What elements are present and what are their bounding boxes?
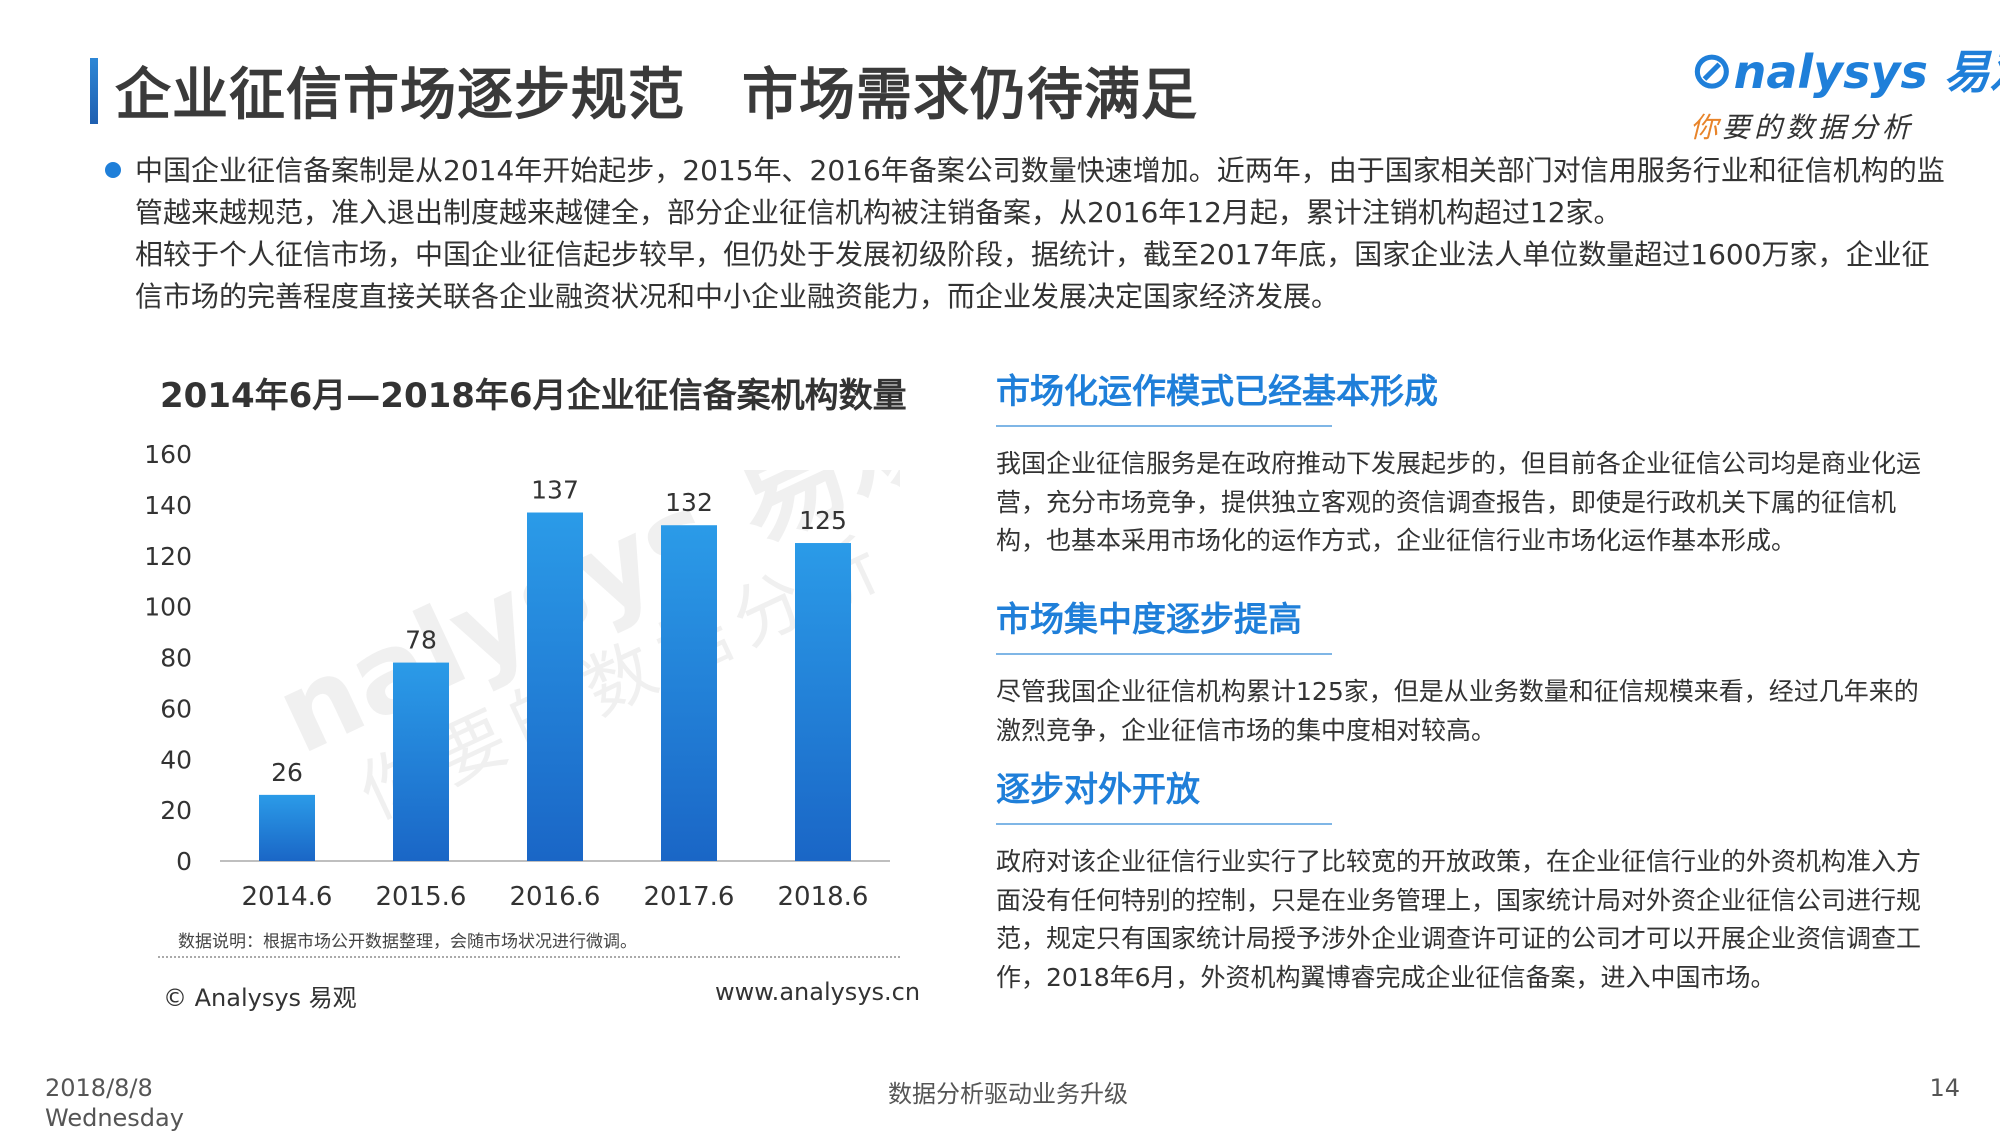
- bar-2014.6: [259, 794, 315, 861]
- y-tick-label: 140: [144, 491, 192, 520]
- section-body: 政府对该企业征信行业实行了比较宽的开放政策，在企业征信行业的外资机构准入方面没有…: [996, 847, 1922, 992]
- page-title: 企业征信市场逐步规范 市场需求仍待满足: [115, 63, 1198, 128]
- data-label: 132: [665, 488, 713, 517]
- section-body: 我国企业征信服务是在政府推动下发展起步的，但目前各企业征信公司均是商业化运营，充…: [996, 449, 1922, 555]
- section-heading: 逐步对外开放: [996, 762, 1332, 825]
- y-tick-label: 60: [160, 694, 192, 723]
- intro-paragraph-1: 中国企业征信备案制是从2014年开始起步，2015年、2016年备案公司数量快速…: [135, 154, 1945, 229]
- bullet-dot-icon: [105, 162, 121, 178]
- page-number: 14: [1929, 1074, 1960, 1102]
- y-tick-label: 100: [144, 593, 192, 622]
- section-heading: 市场化运作模式已经基本形成: [996, 364, 1438, 427]
- bar-2018.6: [795, 543, 851, 861]
- intro-text: 中国企业征信备案制是从2014年开始起步，2015年、2016年备案公司数量快速…: [105, 150, 1945, 318]
- footer-date-value: 2018/8/8: [45, 1074, 153, 1102]
- data-label: 26: [271, 758, 303, 787]
- data-label: 125: [799, 506, 847, 535]
- data-note: 数据说明：根据市场公开数据整理，会随市场状况进行微调。: [178, 932, 637, 952]
- analysys-logo: ⊘nalysys 易观 你要的数据分析: [1690, 36, 2000, 144]
- section-opening-up: 逐步对外开放 政府对该企业征信行业实行了比较宽的开放政策，在企业征信行业的外资机…: [996, 762, 1936, 997]
- dotted-divider: [158, 956, 900, 958]
- bar-2016.6: [527, 512, 583, 861]
- logo-sub-highlight: 你: [1690, 111, 1723, 144]
- data-label: 137: [531, 476, 579, 505]
- x-tick-label: 2015.6: [376, 882, 467, 912]
- footer-weekday: Wednesday: [45, 1104, 184, 1132]
- intro-paragraph-2: 相较于个人征信市场，中国企业征信起步较早，但仍处于发展初级阶段，据统计，截至20…: [135, 238, 1930, 313]
- title-accent-bar: [90, 58, 98, 124]
- y-tick-label: 80: [160, 644, 192, 673]
- bar-chart: 0 20 40 60 80 100 120 140 160 26 2014.6 78 2015.6 137…: [144, 440, 890, 912]
- x-tick-label: 2014.6: [242, 882, 333, 912]
- website-link[interactable]: www.analysys.cn: [715, 978, 921, 1006]
- logo-sub-text: 要的数据分析: [1722, 111, 1915, 144]
- y-tick-label: 40: [160, 745, 192, 774]
- bar-2017.6: [661, 525, 717, 861]
- section-market-operation: 市场化运作模式已经基本形成 我国企业征信服务是在政府推动下发展起步的，但目前各企…: [996, 364, 1936, 561]
- data-label: 78: [405, 626, 437, 655]
- x-tick-label: 2018.6: [778, 882, 869, 912]
- y-tick-label: 120: [144, 542, 192, 571]
- logo-main-text: nalysys 易观: [1733, 45, 2000, 99]
- section-market-concentration: 市场集中度逐步提高 尽管我国企业征信机构累计125家，但是从业务数量和征信规模来…: [996, 592, 1936, 750]
- x-tick-label: 2016.6: [510, 882, 601, 912]
- footer-slogan: 数据分析驱动业务升级: [888, 1080, 1128, 1108]
- x-tick-label: 2017.6: [644, 882, 735, 912]
- footer-date: 2018/8/8 Wednesday: [45, 1073, 184, 1133]
- copyright-text: © Analysys 易观: [163, 984, 357, 1012]
- y-tick-label: 160: [144, 440, 192, 469]
- section-body: 尽管我国企业征信机构累计125家，但是从业务数量和征信规模来看，经过几年来的激烈…: [996, 677, 1919, 745]
- y-tick-label: 20: [160, 796, 192, 825]
- y-tick-label: 0: [176, 847, 192, 876]
- section-heading: 市场集中度逐步提高: [996, 592, 1332, 655]
- bar-2015.6: [393, 662, 449, 861]
- chart-title: 2014年6月—2018年6月企业征信备案机构数量: [160, 376, 907, 416]
